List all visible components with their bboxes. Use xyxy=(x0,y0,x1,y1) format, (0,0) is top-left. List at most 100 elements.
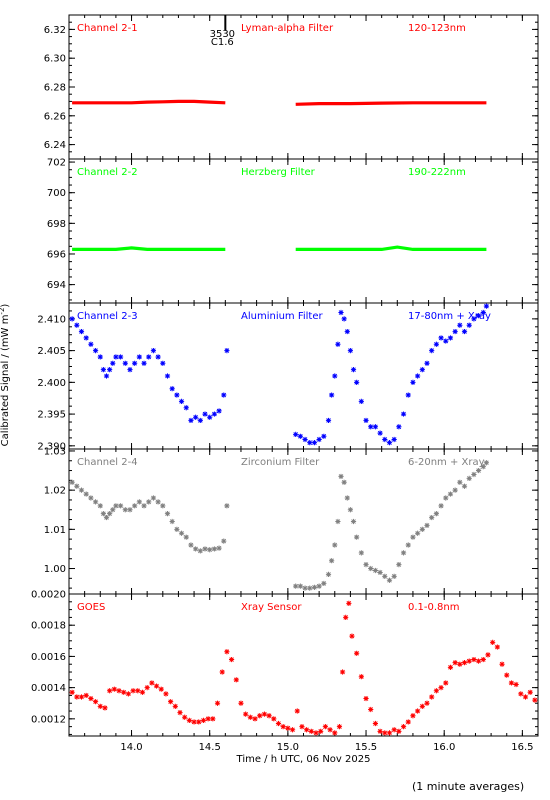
data-point xyxy=(107,688,113,694)
data-point xyxy=(155,499,161,505)
data-point xyxy=(335,518,341,525)
data-point xyxy=(257,713,263,719)
data-point xyxy=(429,348,435,354)
data-point xyxy=(332,730,338,736)
data-point xyxy=(107,367,113,373)
data-point xyxy=(485,652,491,658)
data-point xyxy=(164,511,171,517)
data-point xyxy=(391,573,397,579)
data-point xyxy=(299,724,305,730)
data-point xyxy=(111,686,117,692)
data-point xyxy=(382,730,388,736)
data-point xyxy=(508,680,515,686)
averaging-note: (1 minute averages) xyxy=(412,780,525,793)
data-point xyxy=(419,367,425,373)
flare-marker-label-bottom: C1.6 xyxy=(211,37,234,48)
data-point xyxy=(88,695,94,702)
data-point xyxy=(377,430,383,436)
data-point xyxy=(216,545,222,551)
data-point xyxy=(386,577,393,583)
data-point xyxy=(471,316,477,322)
data-point xyxy=(205,716,211,722)
y-tick-label: 6.24 xyxy=(44,140,66,151)
data-point xyxy=(275,720,282,727)
data-point xyxy=(483,460,490,466)
data-point xyxy=(92,699,99,705)
data-point xyxy=(338,309,344,316)
data-point xyxy=(280,724,286,730)
y-tick-label: 694 xyxy=(47,280,66,291)
data-point xyxy=(207,547,213,553)
data-point xyxy=(382,573,388,579)
data-point xyxy=(224,649,230,655)
data-point xyxy=(386,730,393,736)
data-point xyxy=(122,507,128,513)
y-axis-label: Calibrated Signal / (mW m-2) xyxy=(0,304,11,447)
data-point xyxy=(216,408,222,414)
data-point xyxy=(350,367,357,373)
data-point xyxy=(293,583,299,589)
data-point xyxy=(141,360,147,366)
data-point xyxy=(325,571,332,578)
series-line xyxy=(72,245,487,251)
data-point xyxy=(347,348,353,354)
data-point xyxy=(174,526,180,532)
data-point xyxy=(92,499,99,505)
data-point xyxy=(74,483,80,489)
data-point xyxy=(155,354,161,360)
data-point xyxy=(343,614,349,621)
data-point xyxy=(178,398,185,404)
data-point xyxy=(153,683,160,689)
data-point xyxy=(261,711,268,717)
data-point xyxy=(316,436,322,443)
data-point xyxy=(363,695,369,702)
y-tick-label: 0.0014 xyxy=(31,683,66,694)
data-point xyxy=(363,562,369,568)
data-point xyxy=(135,688,141,694)
data-point xyxy=(443,495,449,501)
flare-marker-label-top: 3530 xyxy=(210,29,235,40)
data-point xyxy=(102,705,108,711)
data-point xyxy=(78,487,85,493)
data-point xyxy=(447,664,454,670)
data-point xyxy=(313,730,319,736)
data-point xyxy=(325,417,332,424)
panel-band: 17-80nm + Xray xyxy=(408,311,491,322)
data-point xyxy=(125,691,132,697)
data-point xyxy=(386,440,393,446)
data-point xyxy=(341,316,347,322)
y-tick-label: 1.00 xyxy=(44,564,66,575)
data-point xyxy=(346,600,352,606)
data-point xyxy=(271,716,277,722)
data-point xyxy=(377,569,383,576)
data-point xyxy=(289,727,296,733)
data-point xyxy=(116,688,122,694)
data-point xyxy=(169,386,175,392)
data-point xyxy=(100,367,106,373)
y-tick-label: 696 xyxy=(47,249,66,260)
panel-1: 6.24 6.26 6.28 6.30 6.32 Channel 2-1 Lyman-alp… xyxy=(44,14,539,160)
data-point xyxy=(447,335,454,341)
x-tick-label: 15.0 xyxy=(277,742,299,753)
y-tick-label: 2.390 xyxy=(37,441,66,452)
data-point xyxy=(311,440,318,446)
data-point xyxy=(200,717,207,723)
panel-frame xyxy=(68,14,539,160)
data-point xyxy=(372,567,379,574)
x-axis-label: Time / h UTC, 06 Nov 2025 xyxy=(236,754,371,765)
data-point xyxy=(83,491,89,497)
data-point xyxy=(329,392,335,398)
data-point xyxy=(228,656,235,663)
data-point xyxy=(433,688,439,694)
data-point xyxy=(69,316,75,322)
data-point xyxy=(294,708,300,714)
data-point xyxy=(372,424,379,430)
data-point xyxy=(405,542,411,548)
data-point xyxy=(438,685,444,691)
y-tick-label: 0.0018 xyxy=(31,621,66,632)
data-point xyxy=(405,392,411,398)
data-point xyxy=(377,728,383,734)
data-point xyxy=(391,436,397,443)
data-point xyxy=(168,699,174,705)
data-point xyxy=(127,367,133,373)
